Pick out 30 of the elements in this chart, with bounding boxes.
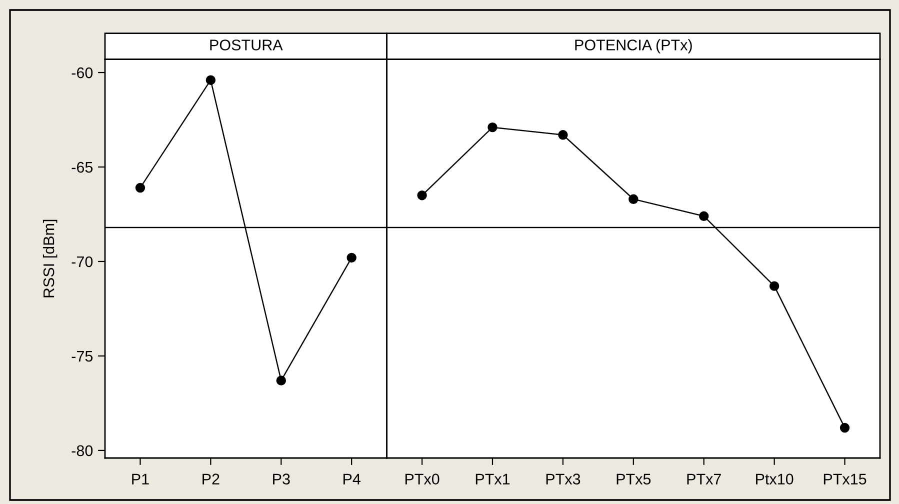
x-tick-label: P1	[132, 474, 149, 484]
point	[840, 422, 850, 433]
y-tick-label: -60	[72, 67, 93, 78]
y-axis-title: RSSI [dBm]	[42, 220, 58, 298]
point	[699, 211, 709, 221]
point	[628, 194, 638, 204]
x-tick-label: PTx0	[405, 474, 440, 484]
point	[769, 281, 780, 291]
point	[276, 376, 286, 386]
y-tick-label: -70	[72, 256, 93, 268]
x-tick-label: Ptx10	[756, 474, 794, 484]
point	[135, 182, 146, 193]
point	[488, 122, 498, 132]
point	[346, 252, 356, 263]
y-tick-label: -65	[72, 162, 93, 173]
point	[206, 75, 216, 85]
x-tick-label: PTx3	[546, 474, 580, 484]
x-tick-label: P2	[202, 474, 220, 484]
x-tick-label: PTx5	[616, 474, 651, 484]
x-tick-label: PTx1	[476, 474, 510, 484]
chart-title: POTENCIA (PTx)	[575, 39, 692, 54]
x-tick-label: P4	[344, 474, 360, 484]
chart-title: POSTURA	[210, 40, 283, 50]
y-tick-label: -75	[72, 350, 93, 362]
point	[417, 190, 427, 200]
x-tick-label: PTx15	[824, 474, 866, 484]
point	[558, 130, 568, 140]
y-tick-label: -80	[72, 445, 93, 456]
x-tick-label: PTx7	[687, 474, 721, 484]
x-tick-label: P3	[273, 474, 290, 484]
